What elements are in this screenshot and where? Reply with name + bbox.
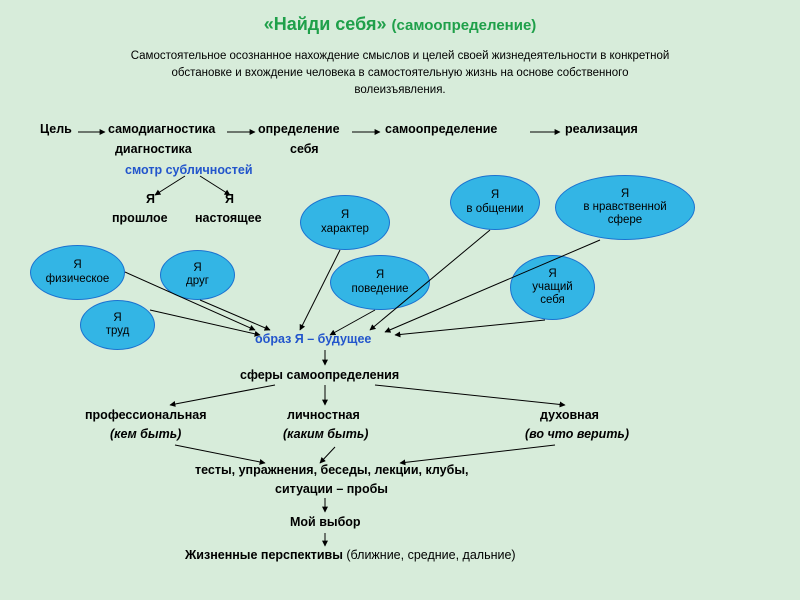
label-persp: Жизненные перспективы (ближние, средние,…: [185, 548, 516, 562]
label-sublich: смотр субличностей: [125, 163, 253, 177]
label-tests: тесты, упражнения, беседы, лекции, клубы…: [195, 463, 469, 477]
chain-diag: диагностика: [115, 142, 192, 156]
chain-realization: реализация: [565, 122, 638, 136]
label-persp-rest: (ближние, средние, дальние): [346, 548, 515, 562]
chain-selfdiag: самодиагностика: [108, 122, 215, 136]
label-choice: Мой выбор: [290, 515, 361, 529]
ellipse-e5: Яповедение: [330, 255, 430, 310]
label-spheres: сферы самоопределения: [240, 368, 399, 382]
title-main: «Найди себя»: [264, 14, 392, 34]
chain-goal: Цель: [40, 122, 72, 136]
chain-selfdet: самоопределение: [385, 122, 497, 136]
label-ya1: Я: [146, 192, 155, 206]
label-present: настоящее: [195, 211, 262, 225]
label-pers-sub: (каким быть): [283, 427, 368, 441]
ellipse-e7: Яв нравственнойсфере: [555, 175, 695, 240]
ellipse-e3: Ядруг: [160, 250, 235, 300]
label-tests2: ситуации – пробы: [275, 482, 388, 496]
subtitle-line-3: волеизъявления.: [0, 84, 800, 96]
label-prof: профессиональная: [85, 408, 207, 422]
page-title: «Найди себя» (самоопределение): [0, 14, 800, 35]
ellipse-e6: Яв общении: [450, 175, 540, 230]
label-ya2: Я: [225, 192, 234, 206]
label-pers: личностная: [287, 408, 360, 422]
label-past: прошлое: [112, 211, 168, 225]
subtitle-line-2: обстановке и вхождение человека в самост…: [0, 67, 800, 79]
title-suffix: (самоопределение): [391, 17, 536, 34]
label-spir: духовная: [540, 408, 599, 422]
chain-definition: определение: [258, 122, 340, 136]
label-spir-sub: (во что верить): [525, 427, 629, 441]
label-prof-sub: (кем быть): [110, 427, 181, 441]
ellipse-e2: Ятруд: [80, 300, 155, 350]
ellipse-e1: Яфизическое: [30, 245, 125, 300]
chain-self: себя: [290, 142, 319, 156]
ellipse-e8: Яучащийсебя: [510, 255, 595, 320]
ellipse-e4: Яхарактер: [300, 195, 390, 250]
label-future: образ Я – будущее: [255, 332, 371, 346]
subtitle-line-1: Самостоятельное осознанное нахождение см…: [0, 50, 800, 62]
label-persp-bold: Жизненные перспективы: [185, 548, 346, 562]
